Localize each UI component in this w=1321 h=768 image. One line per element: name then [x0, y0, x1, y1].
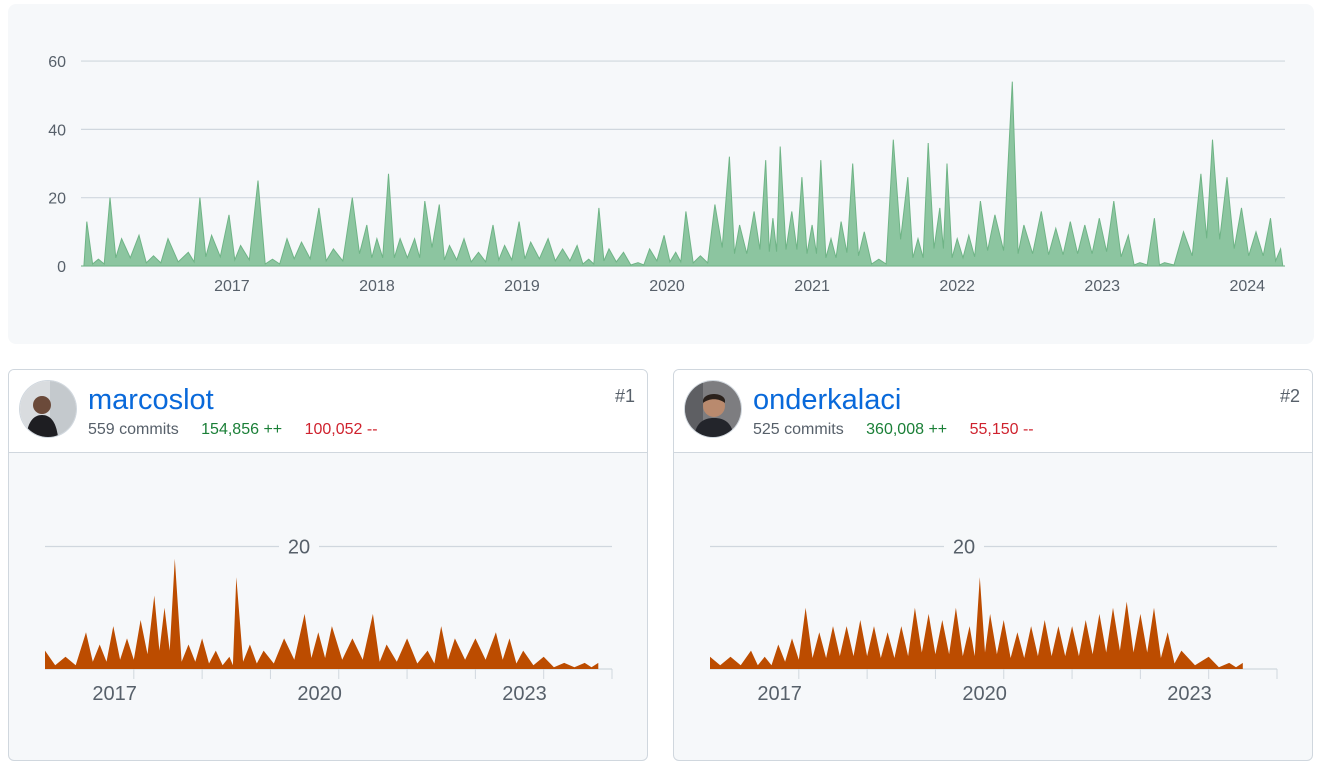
y-tick-label-bg: [944, 534, 984, 559]
x-tick-label: 2023: [502, 683, 547, 705]
y-tick-label: 20: [953, 537, 975, 559]
deletions-count: 100,052 --: [304, 421, 378, 438]
commit-count: 559 commits: [88, 421, 179, 438]
additions-count: 360,008 ++: [866, 421, 948, 438]
x-tick-label: 2023: [1167, 683, 1212, 705]
x-tick-label: 2021: [794, 278, 830, 295]
y-tick-label: 0: [57, 259, 66, 276]
contributor-rank: #1: [614, 386, 635, 406]
x-tick-label: 2017: [92, 683, 137, 705]
contributor-login-link[interactable]: onderkalaci: [753, 384, 902, 416]
x-tick-label: 2017: [757, 683, 802, 705]
x-tick-label: 2024: [1229, 278, 1265, 295]
contributor-commits-chart: 20 2017 2020 2023: [710, 534, 1278, 705]
y-tick-label-bg: [279, 534, 319, 559]
x-tick-label: 2020: [962, 683, 1007, 705]
contributor-rank: #2: [1279, 386, 1300, 406]
contributor-commits-chart: 20 2017 2020 2023: [45, 534, 613, 705]
commit-count: 525 commits: [753, 421, 844, 438]
x-tick-label: 2017: [214, 278, 250, 295]
commits-area: [81, 81, 1285, 267]
contributor-stats: 525 commits 360,008 ++ 55,150 --: [753, 421, 1034, 439]
y-tick-label: 40: [48, 122, 66, 139]
avatar-image: [685, 381, 741, 437]
x-tick-label: 2018: [359, 278, 395, 295]
additions-count: 154,856 ++: [201, 421, 283, 438]
avatar[interactable]: [20, 381, 76, 437]
commits-over-time-panel: 60 40 20 0 2017 2018 2019 2020 2021 2022 2023 2024: [8, 4, 1314, 344]
contributor-card-header: marcoslot 559 commits 154,856 ++ 100,052…: [9, 370, 647, 453]
x-tick-label: 2023: [1084, 278, 1120, 295]
x-tick-label: 2020: [649, 278, 685, 295]
avatar-image: [20, 381, 76, 437]
x-tick-label: 2019: [504, 278, 540, 295]
contributor-card-header: onderkalaci 525 commits 360,008 ++ 55,15…: [674, 370, 1312, 453]
contributor-commits-area: [45, 558, 599, 669]
contributor-stats: 559 commits 154,856 ++ 100,052 --: [88, 421, 378, 439]
x-tick-label: 2022: [939, 278, 975, 295]
y-tick-label: 20: [288, 537, 310, 559]
commits-area-chart: 60 40 20 0 2017 2018 2019 2020 2021 2022 2023 2024: [48, 54, 1285, 295]
contributor-login-link[interactable]: marcoslot: [88, 384, 214, 416]
contributor-commits-area: [710, 577, 1243, 669]
y-tick-label: 20: [48, 191, 66, 208]
contributor-card: marcoslot 559 commits 154,856 ++ 100,052…: [8, 369, 648, 761]
avatar[interactable]: [685, 381, 741, 437]
contributor-card: onderkalaci 525 commits 360,008 ++ 55,15…: [673, 369, 1313, 761]
y-tick-label: 60: [48, 54, 66, 71]
x-tick-label: 2020: [297, 683, 342, 705]
deletions-count: 55,150 --: [969, 421, 1034, 438]
